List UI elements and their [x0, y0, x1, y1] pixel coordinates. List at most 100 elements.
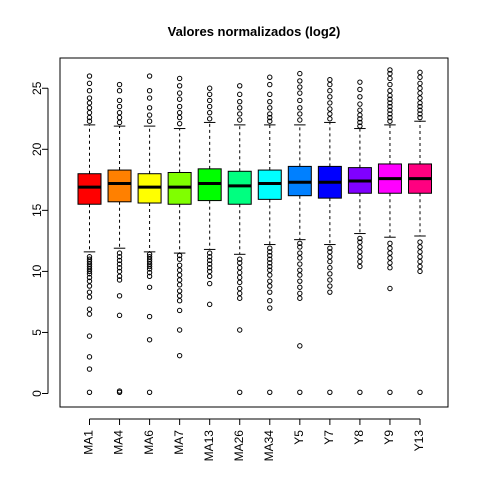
box-group-MA4 [107, 81, 132, 395]
outlier-point [387, 114, 393, 121]
outlier-point [237, 117, 243, 123]
outlier-point [146, 118, 153, 124]
x-tick-label: MA26 [232, 430, 246, 462]
plot-frame [59, 57, 449, 408]
outlier-point [267, 263, 273, 270]
outlier-point [417, 85, 423, 91]
outlier-point [327, 245, 333, 251]
box-group-Y9 [377, 67, 402, 395]
outlier-point [146, 389, 153, 395]
outlier-point [267, 245, 273, 251]
outlier-point [86, 289, 93, 295]
outlier-point [206, 85, 213, 91]
outlier-point [267, 111, 273, 117]
outlier-point [146, 87, 153, 94]
outlier-point [176, 262, 183, 268]
outlier-point [267, 74, 273, 80]
outlier-point [327, 277, 333, 283]
outlier-point [327, 249, 333, 255]
outlier-point [357, 79, 363, 85]
outlier-point [206, 254, 213, 260]
outlier-point [86, 333, 93, 339]
y-tick-label: 15 [30, 203, 44, 217]
outlier-point [116, 254, 123, 260]
outlier-point [206, 91, 213, 98]
outlier-point [116, 257, 123, 264]
box-group-MA13 [197, 85, 222, 308]
outlier-point [327, 289, 333, 295]
box-group-MA1 [77, 73, 102, 395]
outlier-point [176, 288, 183, 294]
outlier-point [357, 123, 363, 129]
outlier-point [86, 283, 93, 289]
box-group-Y13 [408, 69, 432, 395]
outlier-point [206, 250, 213, 256]
outlier-point [387, 75, 393, 82]
outlier-point [297, 244, 303, 250]
outlier-point [417, 80, 423, 87]
outlier-point [206, 116, 213, 122]
outlier-point [417, 114, 423, 121]
outlier-point [206, 257, 213, 264]
outlier-point [417, 95, 423, 101]
outlier-point [327, 258, 333, 265]
outlier-point [267, 283, 273, 289]
outlier-point [146, 284, 153, 290]
outlier-point [206, 261, 213, 267]
outlier-point [206, 280, 213, 287]
outlier-point [297, 240, 303, 247]
x-tick-label: Y5 [292, 430, 306, 445]
outlier-point [176, 267, 183, 273]
outlier-point [176, 103, 183, 110]
outlier-point [267, 105, 273, 111]
outlier-point [327, 87, 333, 94]
outlier-point [206, 273, 213, 279]
chart-title: Valores normalizados (log2) [168, 24, 341, 39]
outlier-point [327, 265, 333, 271]
outlier-point [387, 100, 393, 106]
outlier-point [86, 80, 93, 87]
x-tick-label: Y8 [352, 430, 366, 445]
plot-marks [77, 67, 432, 395]
outlier-point [387, 67, 393, 73]
outlier-point [297, 295, 303, 301]
outlier-point [297, 78, 303, 84]
outlier-point [146, 112, 153, 118]
outlier-point [206, 97, 213, 104]
box-group-Y7 [317, 77, 342, 395]
outlier-point [297, 70, 303, 77]
outlier-point [417, 69, 423, 76]
outlier-point [357, 119, 363, 126]
outlier-point [387, 245, 393, 251]
outlier-point [116, 312, 123, 319]
outlier-point [206, 103, 213, 110]
outlier-point [267, 252, 273, 259]
y-tick-label: 25 [30, 81, 44, 95]
outlier-point [116, 250, 123, 256]
x-tick-label: MA34 [262, 430, 276, 462]
outlier-point [267, 298, 273, 304]
outlier-point [357, 258, 363, 265]
outlier-point [237, 269, 243, 276]
outlier-point [357, 244, 363, 250]
outlier-point [146, 313, 153, 320]
outlier-point [267, 267, 273, 273]
outlier-point [116, 114, 123, 121]
outlier-point [357, 249, 363, 255]
outlier-point [176, 75, 183, 82]
outlier-point [237, 274, 243, 281]
outlier-point [417, 254, 423, 260]
outlier-point [176, 293, 183, 299]
outlier-point [417, 268, 423, 275]
outlier-point [116, 293, 123, 299]
outlier-point [297, 105, 303, 111]
outlier-point [176, 83, 183, 89]
outlier-point [267, 249, 273, 255]
outlier-point [237, 290, 243, 297]
outlier-point [116, 277, 123, 283]
outlier-point [176, 120, 183, 127]
outlier-point [146, 73, 153, 79]
outlier-point [387, 265, 393, 271]
outlier-point [176, 277, 183, 283]
x-tick-label: MA6 [142, 430, 156, 455]
